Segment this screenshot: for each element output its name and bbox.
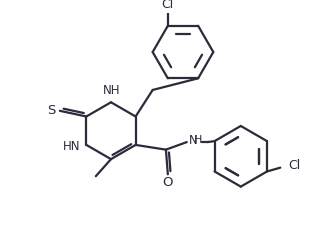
- Text: H: H: [194, 135, 203, 145]
- Text: N: N: [189, 134, 197, 147]
- Text: O: O: [163, 176, 173, 189]
- Text: Cl: Cl: [288, 159, 300, 172]
- Text: S: S: [47, 104, 55, 117]
- Text: HN: HN: [62, 140, 80, 153]
- Text: NH: NH: [103, 84, 121, 98]
- Text: Cl: Cl: [162, 0, 174, 11]
